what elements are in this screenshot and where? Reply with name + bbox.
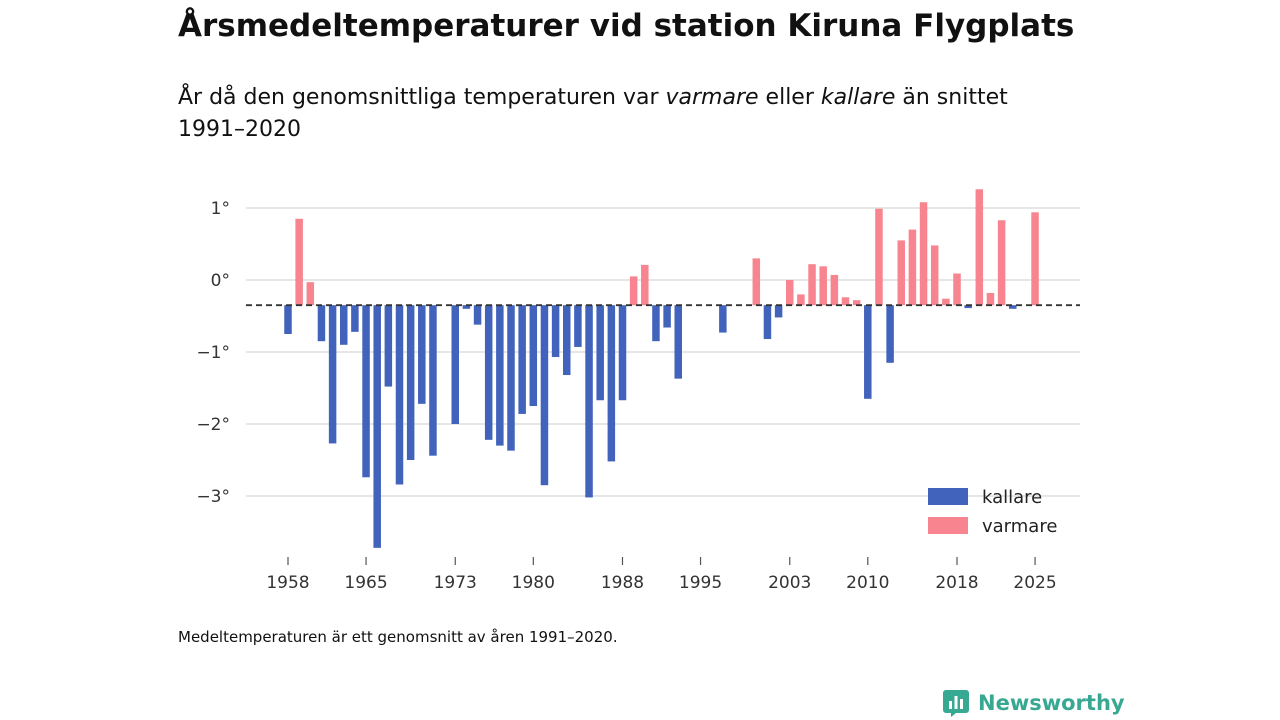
legend: kallare varmare (928, 487, 1057, 537)
bar-2001 (763, 305, 772, 340)
bar-1970 (418, 305, 426, 404)
legend-label-kallare: kallare (982, 487, 1042, 508)
x-tick-label: 1980 (512, 573, 555, 593)
bar-2005 (808, 264, 816, 306)
bar-1964 (351, 305, 359, 332)
bar-2016 (930, 245, 939, 306)
bar-1982 (551, 305, 560, 358)
newsworthy-logo-icon (943, 690, 969, 717)
bar-1984 (574, 305, 582, 347)
bar-2007 (830, 274, 839, 306)
bar-1992 (663, 305, 671, 328)
brand-name: Newsworthy (978, 691, 1125, 715)
bar-1971 (429, 305, 437, 456)
bar-1991 (652, 305, 660, 342)
bar-2011 (875, 208, 883, 306)
bar-1961 (317, 305, 326, 342)
bar-2017 (942, 298, 950, 306)
brand-logo[interactable]: Newsworthy (942, 688, 1125, 718)
bar-1959 (295, 218, 303, 306)
subtitle-warm-word: varmare (665, 85, 759, 110)
x-tick-label: 2010 (846, 573, 889, 593)
bar-1974 (462, 305, 471, 309)
bar-1980 (529, 305, 538, 406)
x-tick-label: 2003 (768, 573, 811, 593)
subtitle-part3: än snittet 1991–2020 (178, 85, 1008, 142)
bar-1986 (596, 305, 604, 401)
bar-1981 (540, 305, 549, 486)
bar-2000 (752, 258, 761, 306)
x-tick-label: 1973 (434, 573, 477, 593)
bar-2010 (864, 305, 872, 399)
y-tick-label: 1° (211, 199, 230, 219)
bar-1973 (451, 305, 459, 424)
bar-1967 (384, 305, 393, 387)
bar-2015 (919, 202, 928, 306)
subtitle-part1: År då den genomsnittliga temperaturen va… (178, 85, 666, 110)
x-tick-label: 1995 (679, 573, 722, 593)
gridlines (246, 207, 1080, 497)
chart-subtitle: År då den genomsnittliga temperaturen va… (178, 82, 1078, 146)
x-axis-labels: 1958 1965 1973 1980 1988 1995 2003 2010 2018 2025 (266, 557, 1057, 593)
bar-2012 (886, 305, 894, 363)
x-tick-label: 1958 (266, 573, 309, 593)
bar-2023 (1009, 305, 1017, 309)
x-tick-label: 2018 (935, 573, 978, 593)
bar-1977 (496, 305, 504, 446)
bars (284, 189, 1039, 548)
bar-1997 (719, 305, 727, 333)
bar-1989 (629, 276, 638, 306)
bar-2019 (964, 305, 972, 309)
bar-2013 (897, 240, 905, 306)
bar-1966 (373, 305, 381, 548)
bar-1963 (340, 305, 348, 345)
y-axis-labels: 1° 0° −1° −2° −3° (196, 199, 230, 507)
bar-1983 (563, 305, 571, 376)
bar-2003 (786, 280, 794, 306)
bar-1990 (641, 264, 649, 306)
bar-1968 (395, 305, 404, 485)
bar-1987 (607, 305, 616, 462)
bar-2025 (1031, 212, 1039, 306)
x-tick-label: 2025 (1013, 573, 1056, 593)
bar-2021 (986, 292, 995, 306)
y-tick-label: −1° (196, 343, 230, 363)
bar-1976 (484, 305, 493, 440)
bar-1988 (618, 305, 627, 401)
chart-title: Årsmedeltemperaturer vid station Kiruna … (178, 8, 1075, 44)
bar-2014 (908, 229, 917, 306)
subtitle-cold-word: kallare (820, 85, 896, 110)
bar-2020 (975, 189, 984, 306)
bar-1993 (674, 305, 682, 379)
bar-1969 (406, 305, 415, 460)
bar-2018 (953, 273, 961, 306)
bar-1985 (585, 305, 593, 498)
y-tick-label: −3° (196, 487, 230, 507)
bar-2022 (997, 220, 1006, 306)
x-tick-label: 1965 (344, 573, 387, 593)
bar-1978 (507, 305, 515, 451)
bar-2004 (797, 294, 805, 306)
x-tick-label: 1988 (601, 573, 644, 593)
bar-1960 (306, 282, 315, 306)
bar-1979 (518, 305, 526, 414)
bar-1962 (328, 305, 337, 444)
bar-2008 (841, 297, 850, 306)
footnote: Medeltemperaturen är ett genomsnitt av å… (178, 628, 618, 646)
bar-2002 (774, 305, 783, 318)
legend-swatch-kallare (928, 488, 968, 505)
legend-swatch-varmare (928, 517, 968, 534)
bar-2009 (852, 300, 861, 306)
y-tick-label: −2° (196, 415, 230, 435)
legend-label-varmare: varmare (982, 516, 1057, 537)
subtitle-part2: eller (758, 85, 821, 110)
y-tick-label: 0° (211, 271, 230, 291)
bar-2006 (819, 266, 827, 306)
bar-1958 (284, 305, 292, 334)
bar-1975 (473, 305, 482, 325)
bar-1965 (362, 305, 370, 478)
